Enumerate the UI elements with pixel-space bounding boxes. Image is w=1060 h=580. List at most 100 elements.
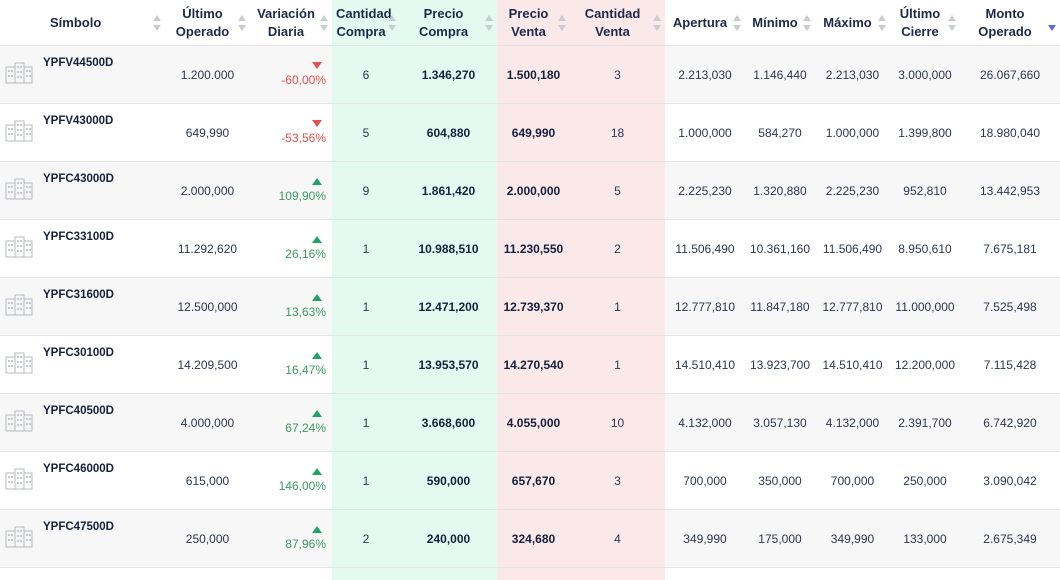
cell: 13,63% (250, 278, 332, 336)
column-header[interactable]: Último Cierre (890, 0, 960, 46)
cell: 2.000,000 (165, 162, 250, 220)
cell: 240,000 (400, 510, 497, 568)
cell: 7.115,428 (960, 336, 1060, 394)
sort-arrows[interactable] (948, 15, 956, 31)
cell: 649,990 (497, 104, 570, 162)
cell: 12.471,200 (400, 278, 497, 336)
sort-arrows[interactable] (320, 15, 328, 31)
sort-arrows[interactable] (653, 15, 661, 31)
header-label: Símbolo (50, 15, 101, 30)
sort-arrows[interactable] (803, 15, 811, 31)
column-header[interactable]: Símbolo (0, 0, 165, 46)
column-header[interactable]: Precio Venta (497, 0, 570, 46)
sort-arrows[interactable] (485, 15, 493, 31)
cell: 4.132,000 (665, 394, 745, 452)
column-header[interactable]: Monto Operado (960, 0, 1060, 46)
filler-cell (665, 568, 745, 580)
cell: 4.132,000 (815, 394, 890, 452)
cell: 1 (332, 452, 400, 510)
cell: 349,990 (815, 510, 890, 568)
cell: 5 (570, 162, 665, 220)
cell: 6.742,920 (960, 394, 1060, 452)
cell: 1.000,000 (815, 104, 890, 162)
cell: 1.399,800 (890, 104, 960, 162)
column-header[interactable]: Cantidad Venta (570, 0, 665, 46)
filler-cell (0, 568, 40, 580)
column-header[interactable]: Máximo (815, 0, 890, 46)
cell: 109,90% (250, 162, 332, 220)
cell: 26,16% (250, 220, 332, 278)
icon-cell (0, 278, 40, 336)
cell: 146,00% (250, 452, 332, 510)
cell: 3 (570, 46, 665, 104)
cell: 10.361,160 (745, 220, 815, 278)
header-label: Último Operado (176, 6, 229, 39)
cell: 1.200.000 (165, 46, 250, 104)
column-header[interactable]: Mínimo (745, 0, 815, 46)
column-header[interactable]: Último Operado (165, 0, 250, 46)
cell: YPFC40500D (40, 394, 165, 452)
header-label: Precio Compra (419, 6, 468, 39)
variation: -60,00% (281, 73, 326, 87)
icon-cell (0, 394, 40, 452)
cell: 2.000,000 (497, 162, 570, 220)
column-header[interactable]: Precio Compra (400, 0, 497, 46)
trend-arrow (312, 236, 322, 243)
cell: 11.000,000 (890, 278, 960, 336)
sort-arrows[interactable] (558, 15, 566, 31)
icon-cell (0, 104, 40, 162)
cell: 12.777,810 (815, 278, 890, 336)
trend-arrow (312, 352, 322, 359)
variation: 67,24% (285, 421, 326, 435)
cell: YPFC46000D (40, 452, 165, 510)
sort-arrows[interactable] (153, 15, 161, 31)
cell: 2.213,030 (665, 46, 745, 104)
building-icon (4, 293, 34, 317)
cell: 2.675,349 (960, 510, 1060, 568)
cell: 700,000 (665, 452, 745, 510)
sort-arrows[interactable] (733, 15, 741, 31)
cell: 67,24% (250, 394, 332, 452)
cell: 13.923,700 (745, 336, 815, 394)
cell: 18.980,040 (960, 104, 1060, 162)
header-label: Mínimo (752, 15, 798, 30)
building-icon (4, 467, 34, 491)
trend-arrow (312, 62, 322, 69)
cell: 133,000 (890, 510, 960, 568)
header-label: Último Cierre (900, 6, 940, 39)
cell: 87,96% (250, 510, 332, 568)
column-header[interactable]: Cantidad Compra (332, 0, 400, 46)
column-header[interactable]: Apertura (665, 0, 745, 46)
building-icon (4, 525, 34, 549)
sort-arrows[interactable] (238, 15, 246, 31)
sort-arrows[interactable] (388, 15, 396, 31)
sort-arrows[interactable] (1048, 15, 1056, 31)
cell: 2.213,030 (815, 46, 890, 104)
cell: 7.675,181 (960, 220, 1060, 278)
building-icon (4, 351, 34, 375)
cell: 3.000,000 (890, 46, 960, 104)
cell: 3.090,042 (960, 452, 1060, 510)
cell: 8.950,610 (890, 220, 960, 278)
trend-arrow (312, 120, 322, 127)
cell: 952,810 (890, 162, 960, 220)
cell: 12.200,000 (890, 336, 960, 394)
cell: 1 (570, 278, 665, 336)
cell: 2 (332, 510, 400, 568)
filler-cell (400, 568, 497, 580)
icon-cell (0, 510, 40, 568)
cell: 1.861,420 (400, 162, 497, 220)
variation: -53,56% (281, 131, 326, 145)
cell: -60,00% (250, 46, 332, 104)
cell: YPFC30100D (40, 336, 165, 394)
sort-arrows[interactable] (878, 15, 886, 31)
cell: 1.000,000 (665, 104, 745, 162)
column-header[interactable]: Variación Diaria (250, 0, 332, 46)
cell: 2 (570, 220, 665, 278)
